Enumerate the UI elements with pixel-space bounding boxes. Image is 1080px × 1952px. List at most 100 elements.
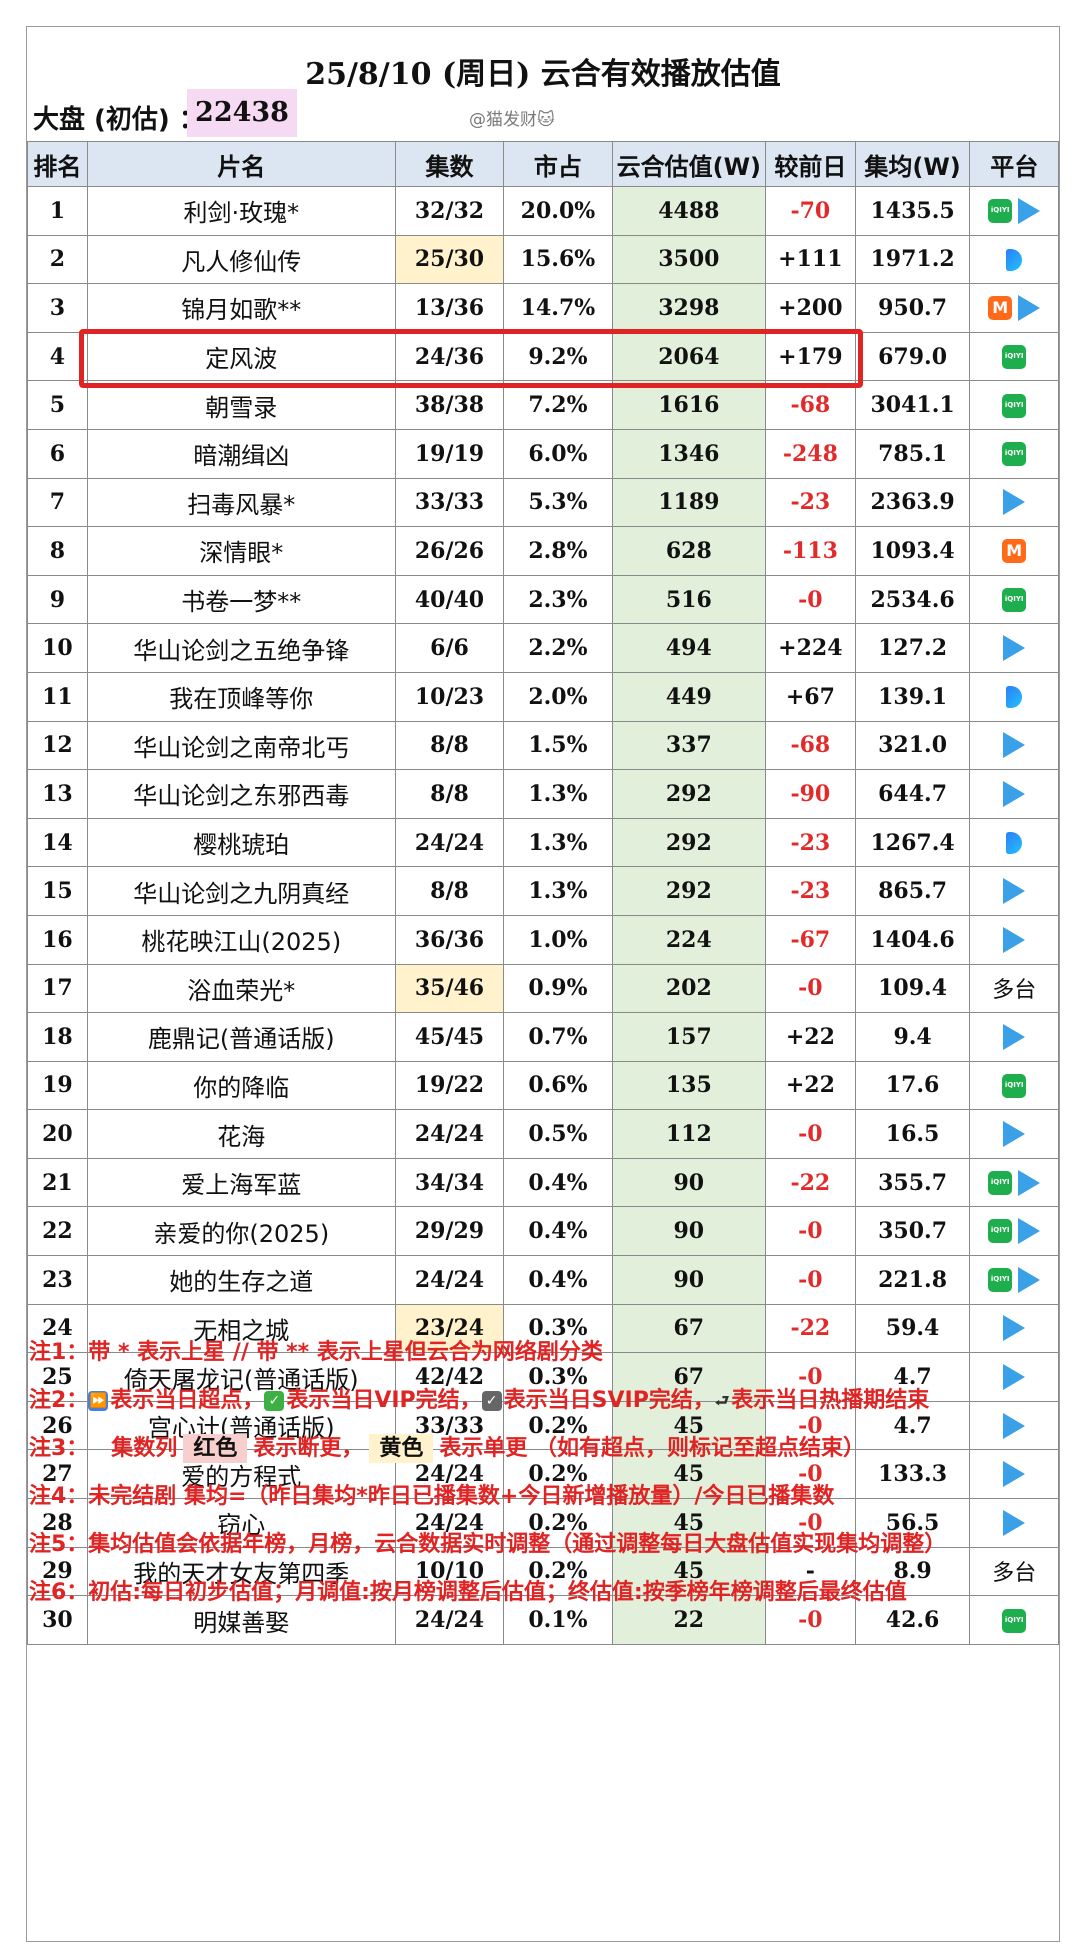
name-cell: 朝雪录: [86, 380, 396, 430]
rank-cell: 8: [27, 526, 88, 576]
estimate-cell: 449: [611, 671, 766, 722]
rank-cell: 22: [27, 1206, 88, 1257]
name-cell: 樱桃琥珀: [86, 817, 396, 868]
table-row: 14 樱桃琥珀 24/24 1.3% 292 -23 1267.4: [27, 817, 1059, 868]
note-2: 注2：⏩ 表示当日超点， ✓ 表示当日VIP完结， ✓ 表示当日SVIP完结，⮐表示当日热…: [27, 1377, 1059, 1425]
name-cell: 华山论剑之东邪西毒: [86, 769, 396, 819]
change-cell: -68: [764, 720, 856, 771]
platform-cell: [969, 1012, 1059, 1062]
share-cell: 15.6%: [503, 234, 613, 285]
name-cell: 扫毒风暴*: [86, 477, 396, 528]
estimate-cell: 3298: [611, 283, 766, 333]
share-cell: 2.2%: [503, 623, 613, 673]
change-cell: +200: [764, 283, 856, 333]
name-cell: 桃花映江山(2025): [86, 914, 396, 965]
episodes-cell: 25/30: [394, 234, 505, 285]
platform-cell: [969, 234, 1059, 285]
name-cell: 浴血荣光*: [86, 963, 396, 1014]
estimate-cell: 90: [611, 1157, 766, 1208]
rank-cell: 23: [27, 1255, 88, 1305]
share-cell: 1.3%: [503, 866, 613, 916]
avg-cell: 3041.1: [854, 380, 971, 430]
platform-cell: [969, 1498, 1059, 1548]
avg-cell: 785.1: [854, 428, 971, 479]
name-cell: 深情眼*: [86, 526, 396, 576]
rank-cell: 19: [27, 1060, 88, 1111]
tencent-icon: [1003, 1509, 1026, 1536]
platform-text: 多台: [992, 1561, 1037, 1587]
note-2-prefix: 注2：: [29, 1388, 89, 1413]
rank-cell: 2: [27, 234, 88, 285]
platform-cell: [969, 866, 1059, 916]
change-cell: -22: [764, 1157, 856, 1208]
table-row: 6 暗潮缉凶 19/19 6.0% 1346 -248 785.1: [27, 428, 1059, 479]
estimate-cell: 45: [611, 1400, 766, 1451]
platform-cell: [969, 380, 1059, 430]
tencent-icon: [1003, 489, 1026, 516]
pan-label: 大盘 (初估) ：: [33, 105, 205, 135]
avg-cell: 133.3: [854, 1449, 971, 1500]
tencent-icon: [1003, 1364, 1026, 1391]
avg-cell: 17.6: [854, 1060, 971, 1111]
platform-cell: 多台: [969, 963, 1059, 1014]
rank-cell: 12: [27, 720, 88, 771]
rank-cell: 1: [27, 186, 88, 236]
check-gray-icon: ✓: [481, 1391, 502, 1411]
mango-icon: [988, 295, 1013, 320]
header-share: 市占: [503, 141, 613, 187]
episodes-cell: 24/24: [394, 1109, 505, 1159]
platform-cell: [969, 1303, 1059, 1354]
tencent-icon: [1003, 1315, 1026, 1342]
name-cell: 我的天才女友第四季: [86, 1546, 396, 1597]
rank-cell: 15: [27, 866, 88, 916]
estimate-cell: 628: [611, 526, 766, 576]
rank-cell: 11: [27, 671, 88, 722]
episodes-cell: 34/34: [394, 1157, 505, 1208]
estimate-cell: 292: [611, 866, 766, 916]
tencent-icon: [1003, 635, 1026, 662]
estimate-cell: 1616: [611, 380, 766, 430]
episodes-cell: 8/8: [394, 866, 505, 916]
change-cell: -0: [764, 1400, 856, 1451]
share-cell: 1.3%: [503, 817, 613, 868]
episodes-cell: 35/46: [394, 963, 505, 1014]
table-row: 20 花海 24/24 0.5% 112 -0 16.5: [27, 1109, 1059, 1159]
change-cell: -23: [764, 866, 856, 916]
watermark: @猫发财🐱: [469, 110, 555, 130]
table-row: 15 华山论剑之九阴真经 8/8 1.3% 292 -23 865.7: [27, 866, 1059, 916]
avg-cell: 350.7: [854, 1206, 971, 1257]
rank-cell: 10: [27, 623, 88, 673]
change-cell: -70: [764, 186, 856, 236]
name-cell: 暗潮缉凶: [86, 428, 396, 479]
episodes-cell: 19/19: [394, 428, 505, 479]
note-2-c: 表示当日SVIP完结，: [503, 1388, 715, 1413]
avg-cell: 1971.2: [854, 234, 971, 285]
header-change: 较前日: [764, 141, 856, 187]
platform-cell: [969, 526, 1059, 576]
platform-cell: [969, 1157, 1059, 1208]
rank-cell: 6: [27, 428, 88, 479]
rank-cell: 16: [27, 914, 88, 965]
share-cell: 0.2%: [503, 1498, 613, 1548]
platform-cell: [969, 623, 1059, 673]
share-cell: 2.0%: [503, 671, 613, 722]
avg-cell: 2534.6: [854, 574, 971, 625]
rank-cell: 17: [27, 963, 88, 1014]
change-cell: -0: [764, 1255, 856, 1305]
episodes-cell: 26/26: [394, 526, 505, 576]
iqiyi-icon: [1002, 1073, 1027, 1098]
change-cell: -22: [764, 1303, 856, 1354]
table-row: 24 无相之城 23/24 0.3% 67 -22 59.4: [27, 1303, 1059, 1354]
share-cell: 0.2%: [503, 1449, 613, 1500]
platform-text: 多台: [992, 978, 1037, 1004]
header-name: 片名: [86, 141, 396, 187]
share-cell: 0.7%: [503, 1012, 613, 1062]
note-3-c: 表示单更 （如有超点，则标记至超点结束）: [439, 1436, 866, 1461]
name-cell: 利剑·玫瑰*: [86, 186, 396, 236]
estimate-cell: 1189: [611, 477, 766, 528]
platform-cell: [969, 1206, 1059, 1257]
note-6: 注6：初估:每日初步估值；月调值:按月榜调整后估值；终估值:按季榜年榜调整后最终…: [29, 1580, 907, 1605]
rank-cell: 13: [27, 769, 88, 819]
tencent-icon: [1018, 294, 1041, 321]
change-cell: -23: [764, 477, 856, 528]
